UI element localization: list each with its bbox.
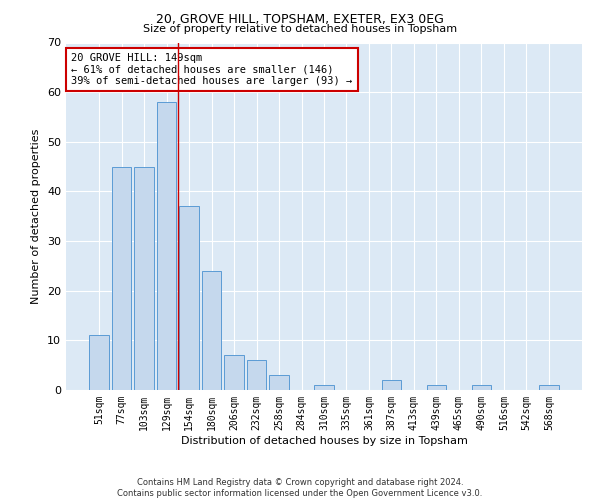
Text: Size of property relative to detached houses in Topsham: Size of property relative to detached ho… [143,24,457,34]
Bar [539,385,559,390]
Bar [202,271,221,390]
Bar [224,355,244,390]
Bar [382,380,401,390]
Text: Contains HM Land Registry data © Crown copyright and database right 2024.
Contai: Contains HM Land Registry data © Crown c… [118,478,482,498]
Bar [179,206,199,390]
X-axis label: Distribution of detached houses by size in Topsham: Distribution of detached houses by size … [181,436,467,446]
Bar [89,336,109,390]
Bar [112,166,131,390]
Bar [472,385,491,390]
Bar [427,385,446,390]
Y-axis label: Number of detached properties: Number of detached properties [31,128,41,304]
Text: 20, GROVE HILL, TOPSHAM, EXETER, EX3 0EG: 20, GROVE HILL, TOPSHAM, EXETER, EX3 0EG [156,12,444,26]
Bar [269,375,289,390]
Bar [247,360,266,390]
Bar [134,166,154,390]
Bar [314,385,334,390]
Text: 20 GROVE HILL: 149sqm
← 61% of detached houses are smaller (146)
39% of semi-det: 20 GROVE HILL: 149sqm ← 61% of detached … [71,53,352,86]
Bar [157,102,176,390]
